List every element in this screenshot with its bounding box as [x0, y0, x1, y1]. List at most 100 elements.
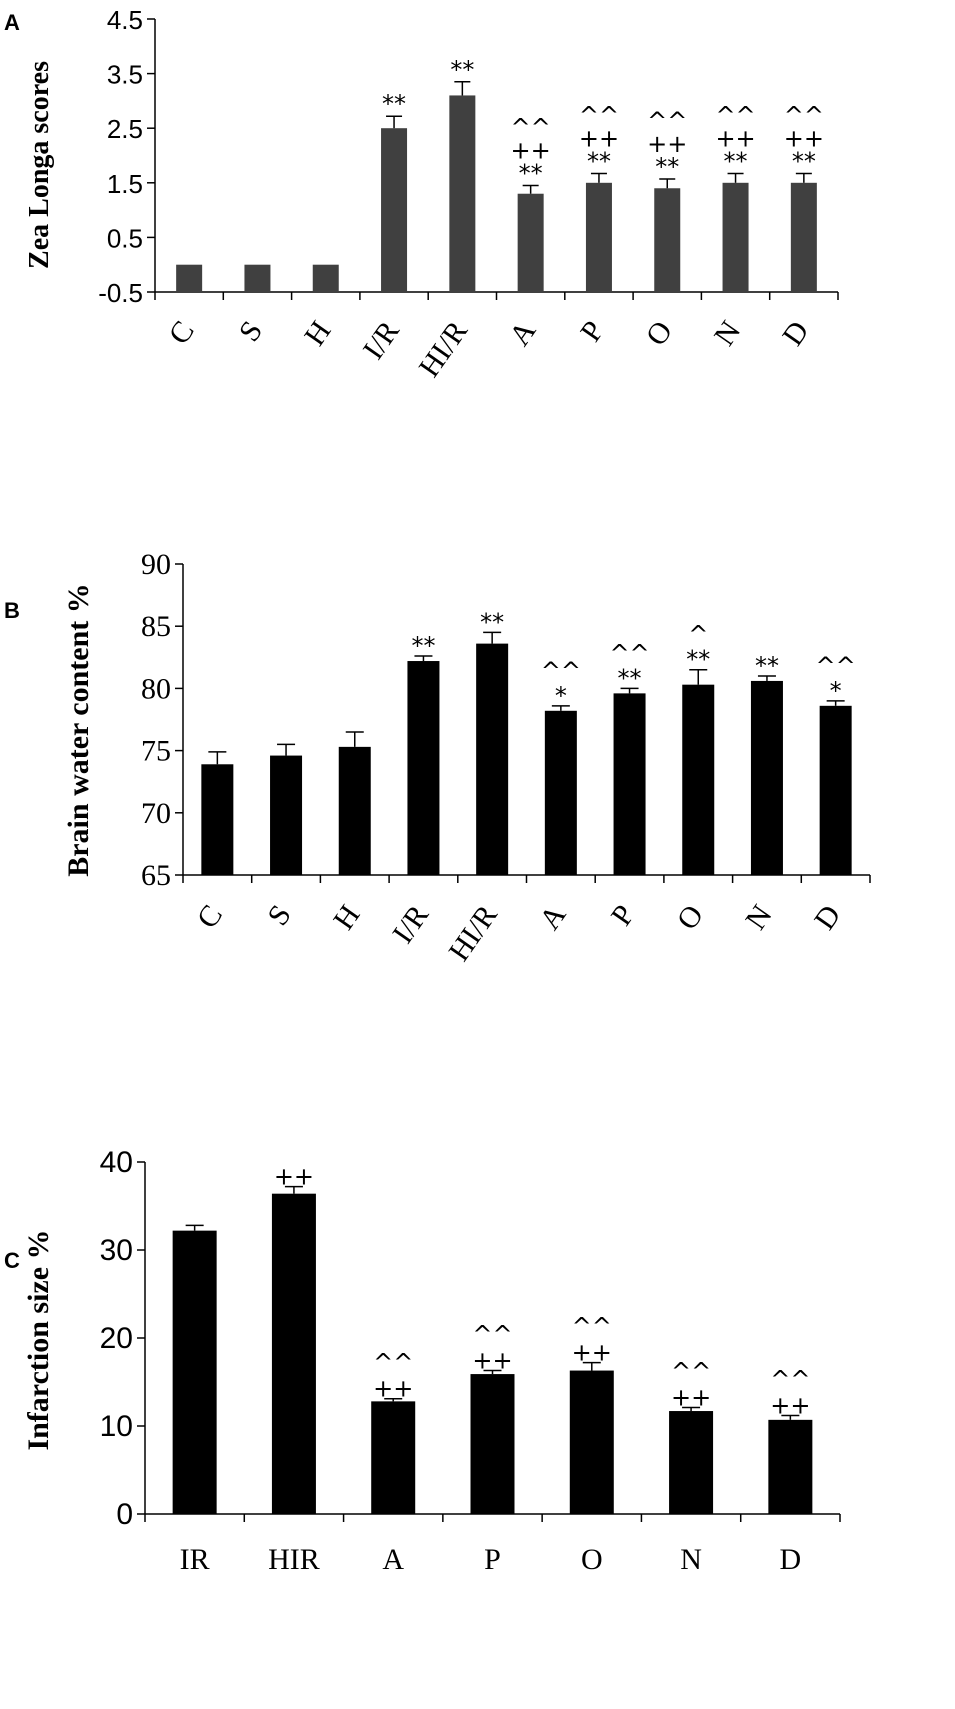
significance-marker: ** — [519, 160, 543, 188]
panel-b-label: B — [4, 598, 20, 623]
x-tick-label: HI/R — [442, 899, 503, 967]
bar — [682, 684, 715, 875]
y-tick-label: 90 — [141, 548, 171, 581]
significance-marker: ^^ — [715, 102, 755, 130]
x-tick-label: A — [382, 1543, 404, 1576]
significance-marker: ++ — [784, 125, 824, 153]
x-tick-label: C — [191, 899, 230, 934]
y-tick-label: 40 — [100, 1146, 133, 1179]
bar — [654, 188, 681, 292]
x-tick-label: N — [708, 315, 747, 352]
significance-marker: ^^ — [784, 102, 824, 130]
bar — [819, 705, 852, 875]
significance-marker: ** — [724, 148, 748, 176]
bar — [790, 182, 817, 292]
significance-marker: ^^ — [472, 1321, 512, 1349]
bar — [585, 182, 612, 292]
x-tick-label: O — [640, 315, 679, 352]
significance-marker: ++ — [373, 1375, 413, 1403]
x-tick-label: H — [327, 899, 366, 936]
x-tick-label: A — [503, 315, 543, 352]
bar — [172, 1230, 217, 1514]
bar — [722, 182, 749, 292]
x-tick-label: O — [671, 899, 710, 936]
bar — [613, 693, 646, 875]
bar — [176, 264, 203, 292]
x-tick-label: N — [739, 899, 778, 936]
significance-marker: * — [555, 682, 567, 710]
bar — [470, 1374, 515, 1514]
significance-marker: ** — [655, 153, 679, 181]
y-tick-label: 0.5 — [107, 223, 143, 253]
bar — [201, 764, 234, 875]
x-tick-label: S — [233, 315, 270, 348]
bar — [449, 95, 476, 292]
significance-marker: ^^ — [541, 657, 581, 685]
bar — [338, 746, 371, 875]
y-tick-label: 85 — [141, 610, 171, 643]
significance-marker: ^^ — [770, 1365, 810, 1393]
bar — [768, 1419, 813, 1514]
significance-marker: ^^ — [579, 102, 619, 130]
y-tick-label: 75 — [141, 735, 171, 768]
bar — [544, 710, 577, 875]
significance-marker: ^ — [688, 621, 708, 649]
x-tick-label: P — [484, 1543, 501, 1576]
bar — [271, 1193, 316, 1514]
y-tick-label: 4.5 — [107, 5, 143, 35]
bar — [270, 755, 303, 875]
significance-marker: ++ — [715, 125, 755, 153]
significance-marker: ** — [792, 148, 816, 176]
significance-marker: ** — [755, 652, 779, 680]
significance-marker: ++ — [511, 137, 551, 165]
significance-marker: ^^ — [816, 652, 856, 680]
y-tick-label: 20 — [100, 1322, 133, 1355]
x-tick-label: I/R — [357, 315, 406, 365]
y-axis-title: Brain water content % — [62, 583, 95, 877]
bar — [569, 1370, 614, 1514]
y-tick-label: 3.5 — [107, 60, 143, 90]
significance-marker: ++ — [647, 130, 687, 158]
significance-marker: ++ — [579, 125, 619, 153]
panel-c-label: C — [4, 1248, 20, 1273]
x-tick-label: D — [808, 899, 847, 936]
x-tick-label: IR — [180, 1543, 210, 1576]
significance-marker: ++ — [472, 1347, 512, 1375]
x-tick-label: D — [780, 1543, 802, 1576]
significance-marker: ** — [480, 608, 504, 636]
significance-marker: ** — [587, 148, 611, 176]
significance-marker: ** — [411, 632, 435, 660]
y-tick-label: 2.5 — [107, 114, 143, 144]
significance-marker: ^^ — [647, 107, 687, 135]
bar — [476, 643, 509, 875]
bar — [750, 680, 783, 875]
x-tick-label: I/R — [386, 899, 435, 949]
significance-marker: ** — [382, 90, 406, 118]
x-tick-label: D — [776, 315, 815, 352]
y-tick-label: 80 — [141, 672, 171, 705]
significance-marker: ^^ — [511, 114, 551, 142]
bar — [669, 1411, 714, 1514]
significance-marker: ^^ — [373, 1349, 413, 1377]
bar — [517, 193, 544, 292]
bar — [244, 264, 271, 292]
y-tick-label: -0.5 — [98, 278, 143, 308]
x-tick-label: A — [533, 899, 573, 936]
bar — [312, 264, 339, 292]
bar — [407, 661, 440, 875]
y-tick-label: 1.5 — [107, 169, 143, 199]
bar — [371, 1401, 416, 1514]
y-axis-title: Infarction size % — [22, 1229, 55, 1450]
significance-marker: ^^ — [572, 1313, 612, 1341]
significance-marker: ** — [450, 56, 474, 84]
panel-a-label: A — [4, 10, 20, 35]
x-tick-label: N — [680, 1543, 702, 1576]
x-tick-label: HI/R — [413, 315, 474, 383]
significance-marker: ** — [686, 646, 710, 674]
y-tick-label: 0 — [116, 1498, 133, 1531]
significance-marker: ^^ — [609, 639, 649, 667]
y-tick-label: 10 — [100, 1410, 133, 1443]
bar — [381, 128, 408, 292]
